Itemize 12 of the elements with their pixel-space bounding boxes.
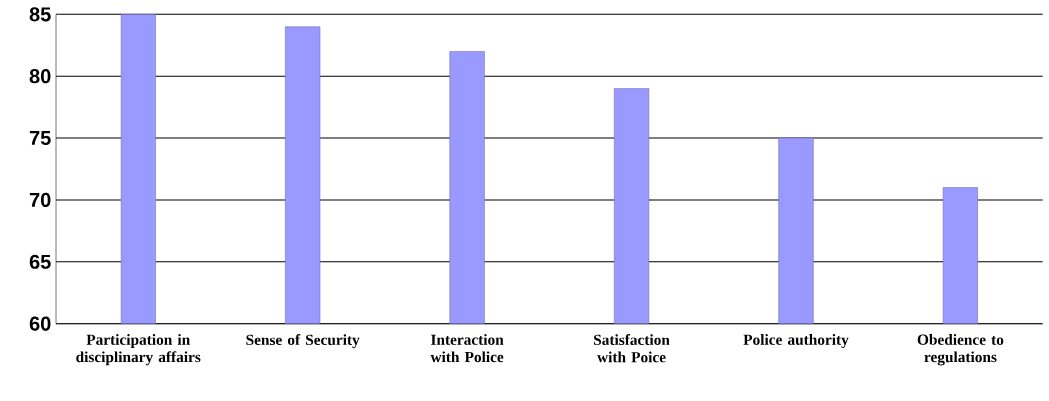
y-tick-label: 75 (29, 131, 51, 146)
x-tick-label: Satisfaction with Poice (594, 334, 670, 363)
y-tick-label: 60 (29, 316, 51, 331)
x-tick-label: Obedience to regulations (917, 334, 1004, 366)
y-tick-label: 80 (29, 69, 51, 84)
x-tick-label: Police authority (743, 334, 849, 349)
y-tick-label: 70 (29, 192, 51, 208)
y-tick-label: 85 (29, 7, 51, 22)
x-tick-label: Sense of Security (246, 334, 360, 349)
x-tick-label: Interaction with Police (430, 334, 504, 363)
y-tick-label: 65 (29, 254, 51, 269)
x-tick-label: Participation in disciplinary affairs (76, 334, 201, 366)
